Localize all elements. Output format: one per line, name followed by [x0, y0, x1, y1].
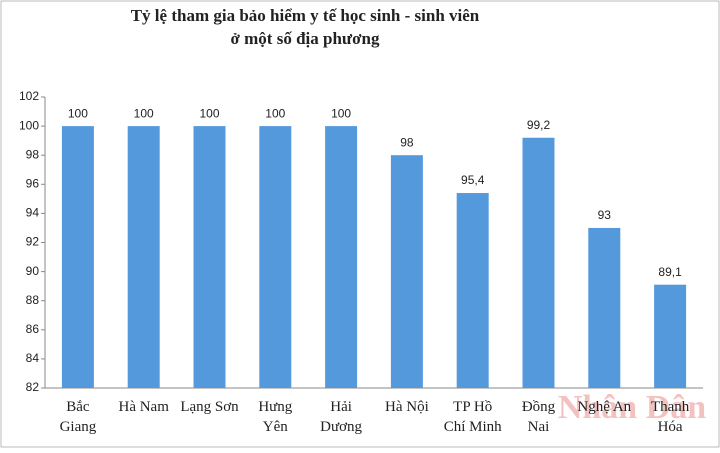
data-label: 100 [265, 106, 285, 120]
data-label: 99,2 [527, 118, 551, 132]
data-label: 100 [134, 106, 154, 120]
bar [61, 126, 94, 388]
x-tick-label: Hưng Yên [258, 399, 292, 435]
bar [588, 227, 621, 388]
chart-title: Tỷ lệ tham gia bảo hiểm y tế học sinh - … [131, 6, 480, 25]
y-tick-label: 82 [26, 380, 40, 394]
y-tick-label: 90 [26, 264, 40, 278]
bar [259, 126, 292, 388]
y-tick-label: 86 [26, 322, 40, 336]
bar [456, 193, 489, 388]
x-tick-label: Lạng Sơn [180, 399, 239, 415]
y-tick-label: 88 [26, 293, 40, 307]
x-tick-label: Hà Nam [118, 399, 169, 415]
bar [193, 126, 226, 388]
x-tick-label: Đồng Nai [522, 399, 556, 435]
data-label: 100 [199, 106, 219, 120]
y-tick-label: 100 [19, 118, 39, 132]
data-label: 100 [331, 106, 351, 120]
y-tick-label: 98 [26, 147, 40, 161]
y-tick-label: 84 [26, 351, 40, 365]
x-tick-label: Thanh Hóa [651, 399, 690, 435]
bar [390, 155, 423, 388]
data-label: 89,1 [658, 265, 682, 279]
bar [127, 126, 160, 388]
data-label: 98 [400, 135, 414, 149]
data-label: 93 [598, 208, 612, 222]
x-tick-label: Nghệ An [577, 399, 631, 415]
y-tick-label: 96 [26, 176, 40, 190]
bar [325, 126, 358, 388]
chart-title: ở một số địa phương [230, 29, 380, 48]
y-tick-label: 92 [26, 235, 40, 249]
bar [522, 137, 555, 388]
x-tick-label: Bắc Giang [60, 399, 97, 435]
y-tick-label: 94 [26, 206, 40, 220]
x-tick-label: TP Hồ Chí Minh [444, 399, 502, 435]
x-tick-label: Hà Nội [385, 399, 429, 415]
y-tick-label: 102 [19, 89, 39, 103]
watermark: Nhân Dân [558, 389, 706, 426]
x-tick-label: Hải Dương [320, 399, 362, 435]
data-label: 95,4 [461, 173, 485, 187]
bar [654, 284, 687, 388]
data-label: 100 [68, 106, 88, 120]
